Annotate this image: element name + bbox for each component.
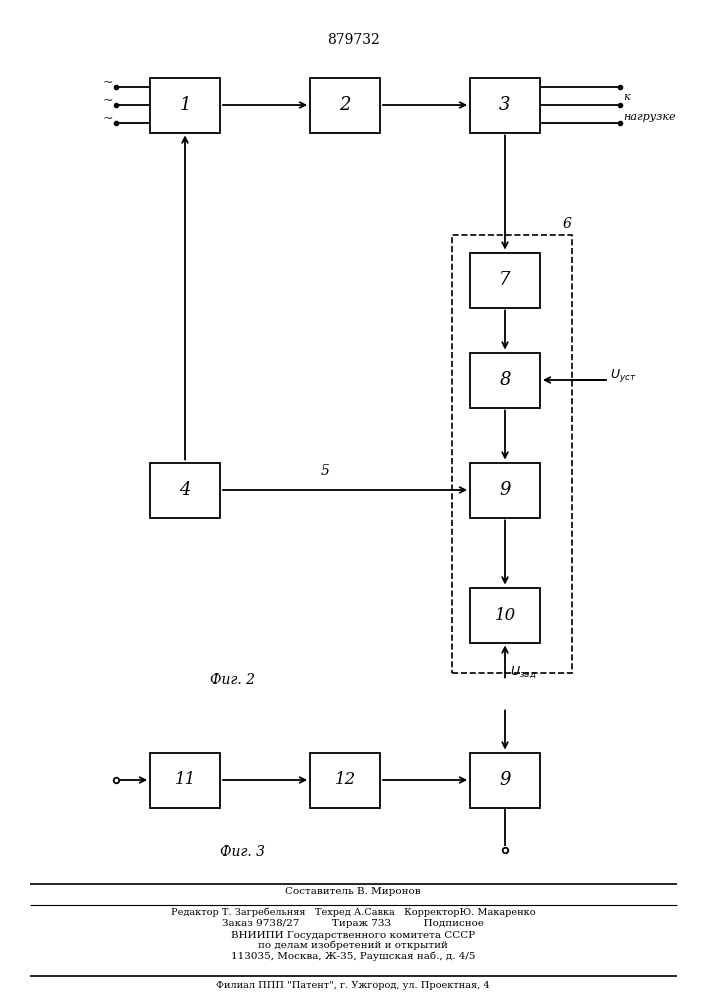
Text: Филиал ППП "Патент", г. Ужгород, ул. Проектная, 4: Филиал ППП "Патент", г. Ужгород, ул. Про… [216, 982, 490, 990]
Text: 6: 6 [563, 218, 571, 232]
Text: Фиг. 3: Фиг. 3 [220, 845, 265, 859]
Bar [150, 462, 220, 518]
Bar [470, 353, 540, 408]
Bar [470, 462, 540, 518]
Bar [452, 234, 572, 672]
Text: $U_{зад}$: $U_{зад}$ [510, 665, 537, 680]
Bar [310, 78, 380, 132]
Text: ~: ~ [103, 77, 113, 90]
Text: по делам изобретений и открытий: по делам изобретений и открытий [258, 940, 448, 950]
Bar [470, 752, 540, 808]
Text: 12: 12 [334, 772, 356, 788]
Bar [470, 587, 540, 643]
Text: 2: 2 [339, 96, 351, 114]
Text: 8: 8 [499, 371, 510, 389]
Text: 7: 7 [499, 271, 510, 289]
Text: 9: 9 [499, 771, 510, 789]
Text: 113035, Москва, Ж-35, Раушская наб., д. 4/5: 113035, Москва, Ж-35, Раушская наб., д. … [230, 951, 475, 961]
Text: 3: 3 [499, 96, 510, 114]
Text: Заказ 9738/27          Тираж 733          Подписное: Заказ 9738/27 Тираж 733 Подписное [222, 920, 484, 928]
Text: Редактор Т. Загребельняя   Техред А.Савка   КорректорЮ. Макаренко: Редактор Т. Загребельняя Техред А.Савка … [170, 907, 535, 917]
Text: Фиг. 2: Фиг. 2 [210, 673, 255, 687]
Bar [470, 78, 540, 132]
Bar [150, 78, 220, 132]
Text: к: к [623, 92, 630, 102]
Text: 879732: 879732 [327, 33, 380, 47]
Bar [310, 752, 380, 808]
Text: ВНИИПИ Государственного комитета СССР: ВНИИПИ Государственного комитета СССР [231, 930, 475, 940]
Text: 11: 11 [175, 772, 196, 788]
Text: $U_{уст}$: $U_{уст}$ [610, 366, 636, 383]
Text: 1: 1 [180, 96, 191, 114]
Text: 4: 4 [180, 481, 191, 499]
Text: 5: 5 [320, 464, 329, 478]
Text: 9: 9 [499, 481, 510, 499]
Text: ~: ~ [103, 112, 113, 125]
Text: 10: 10 [494, 606, 515, 624]
Text: нагрузке: нагрузке [623, 112, 676, 122]
Text: ~: ~ [103, 95, 113, 107]
Bar [150, 752, 220, 808]
Bar [470, 252, 540, 308]
Text: Составитель В. Миронов: Составитель В. Миронов [285, 888, 421, 896]
